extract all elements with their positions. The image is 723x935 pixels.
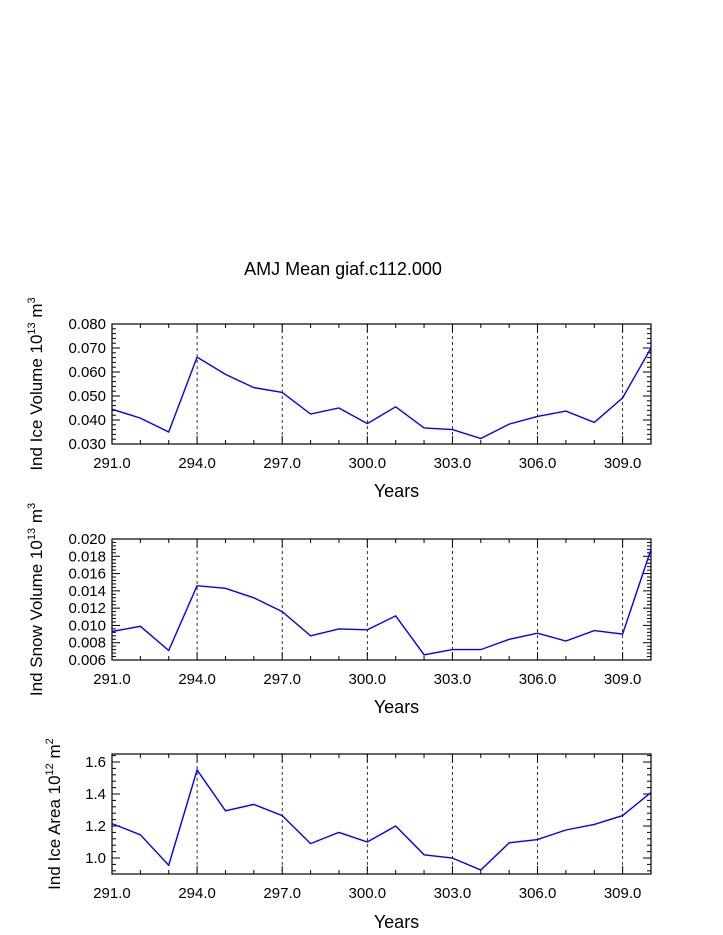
- x-tick-label: 291.0: [93, 455, 131, 472]
- x-tick-label: 291.0: [93, 885, 131, 902]
- y-axis-label: Ind Snow Volume 1013 m3: [26, 503, 46, 696]
- y-axis-label-exponent: 13: [26, 528, 38, 540]
- x-axis-label: Years: [374, 697, 419, 717]
- y-axis-label-exponent: 3: [26, 503, 38, 509]
- series-line: [111, 549, 652, 656]
- y-tick-label: 0.006: [68, 652, 106, 669]
- y-tick-label: 0.010: [68, 617, 106, 634]
- x-tick-label: 294.0: [178, 885, 216, 902]
- y-axis-label-part: Ind Snow Volume 10: [27, 540, 46, 696]
- chart-panel-2: 291.0 294.0 297.0 300.0 303.0 306.0 309.0 0.006…: [26, 503, 652, 717]
- y-axis-label-exponent: 3: [26, 297, 38, 303]
- y-tick-label: 1.6: [85, 754, 106, 771]
- x-tick-label: 297.0: [263, 671, 301, 688]
- y-tick-label: 0.020: [68, 531, 106, 548]
- y-tick-label: 0.080: [68, 316, 106, 333]
- series-line: [111, 768, 652, 871]
- x-tick-label: 309.0: [604, 455, 642, 472]
- y-tick-label: 0.012: [68, 600, 106, 617]
- x-tick-label: 306.0: [519, 455, 557, 472]
- x-tick-label: 303.0: [434, 885, 472, 902]
- y-tick-label: 1.4: [85, 786, 106, 803]
- y-tick-label: 0.050: [68, 388, 106, 405]
- x-tick-label: 300.0: [349, 885, 387, 902]
- y-tick-label: 1.2: [85, 818, 106, 835]
- y-axis-label-exponent: 13: [26, 322, 38, 334]
- y-axis-label-part: m: [45, 744, 64, 763]
- x-tick-label: 300.0: [349, 455, 387, 472]
- y-tick-label: 0.008: [68, 635, 106, 652]
- y-tick-label: 0.060: [68, 364, 106, 381]
- x-tick-label: 291.0: [93, 671, 131, 688]
- y-axis-label-part: Ind Ice Volume 10: [27, 335, 46, 471]
- y-tick-label: 0.040: [68, 412, 106, 429]
- y-tick-label: 0.030: [68, 436, 106, 453]
- x-axis-label: Years: [374, 481, 419, 501]
- x-tick-label: 294.0: [178, 455, 216, 472]
- x-tick-label: 294.0: [178, 671, 216, 688]
- y-axis-label-part: Ind Ice Area 10: [45, 775, 64, 889]
- chart-panel-3: 291.0 294.0 297.0 300.0 303.0 306.0 309.0 1.0 1.…: [44, 738, 652, 932]
- x-tick-label: 300.0: [349, 671, 387, 688]
- y-axis-label-exponent: 12: [44, 763, 56, 775]
- x-tick-label: 297.0: [263, 455, 301, 472]
- series-line: [111, 347, 652, 440]
- y-tick-label: 0.016: [68, 566, 106, 583]
- y-axis-label: Ind Ice Volume 1013 m3: [26, 297, 46, 470]
- plot-frame: [111, 538, 652, 661]
- y-tick-label: 1.0: [85, 850, 106, 867]
- y-axis-label-exponent: 2: [44, 738, 56, 744]
- chart-title: AMJ Mean giaf.c112.000: [244, 259, 442, 279]
- x-tick-label: 306.0: [519, 671, 557, 688]
- x-tick-label: 303.0: [434, 671, 472, 688]
- y-axis-label: Ind Ice Area 1012 m2: [44, 738, 64, 890]
- y-axis-label-part: m: [27, 303, 46, 322]
- x-tick-label: 306.0: [519, 885, 557, 902]
- x-tick-label: 297.0: [263, 885, 301, 902]
- y-tick-label: 0.014: [68, 583, 106, 600]
- x-tick-label: 309.0: [604, 885, 642, 902]
- chart-panel-1: 291.0 294.0 297.0 300.0 303.0 306.0 309.0 0.030…: [26, 297, 652, 501]
- y-axis-label-part: m: [27, 509, 46, 528]
- x-tick-label: 303.0: [434, 455, 472, 472]
- x-axis-label: Years: [374, 912, 419, 932]
- x-tick-label: 309.0: [604, 671, 642, 688]
- y-tick-label: 0.018: [68, 548, 106, 565]
- y-tick-label: 0.070: [68, 340, 106, 357]
- plot-frame: [111, 323, 652, 445]
- plot-frame: [111, 753, 652, 875]
